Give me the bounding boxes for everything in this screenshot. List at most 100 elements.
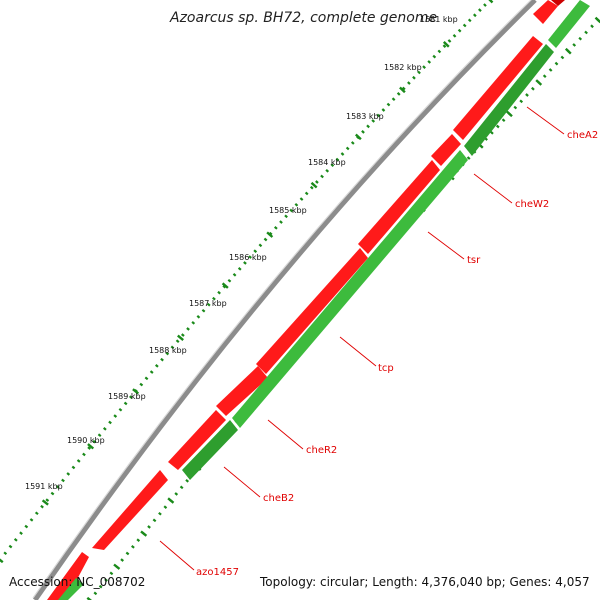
tick-label: 1587 kbp xyxy=(189,299,227,308)
tick-dot xyxy=(163,505,168,509)
gene-reverse[interactable] xyxy=(182,420,238,480)
tick-dot xyxy=(149,370,154,374)
tick-dot xyxy=(109,571,114,576)
tick-dot xyxy=(66,472,71,476)
gene-reverse[interactable] xyxy=(58,578,84,600)
tick-dot xyxy=(50,491,55,496)
tick-mark xyxy=(177,334,184,342)
tick-dot xyxy=(40,504,44,509)
gene-forward-tsr[interactable] xyxy=(358,160,440,254)
tick-dot xyxy=(191,321,196,325)
tick-label: 1591 kbp xyxy=(25,482,63,491)
gene-reverse[interactable] xyxy=(548,0,590,48)
tick-mark xyxy=(41,499,49,506)
tick-dot xyxy=(513,105,518,110)
tick-dot xyxy=(366,124,370,129)
tick-dot xyxy=(45,498,50,502)
leader-line-cheR2 xyxy=(267,419,304,450)
gene-forward-cheW2[interactable] xyxy=(431,134,461,166)
tick-dot xyxy=(104,578,108,582)
gene-label-cheA2[interactable]: cheA2 xyxy=(567,130,598,141)
gene-forward-tcp[interactable] xyxy=(256,248,368,374)
tick-dot xyxy=(407,81,411,85)
tick-label: 1585 kbp xyxy=(269,206,307,215)
accession-label: Accession: NC_008702 xyxy=(9,575,145,589)
tick-dot xyxy=(304,191,309,196)
gene-forward[interactable] xyxy=(47,552,89,600)
tick-label: 1581 kbp xyxy=(420,15,458,24)
tick-label: 1590 kbp xyxy=(67,436,105,445)
tick-dot xyxy=(289,208,294,213)
tick-label: 1589 kbp xyxy=(108,392,146,401)
gene-forward-cheR2[interactable] xyxy=(216,366,268,416)
tick-dot xyxy=(572,43,577,47)
tick-dot xyxy=(466,156,471,160)
tick-dot xyxy=(97,433,102,437)
tick-dot xyxy=(29,518,34,522)
gene-label-tcp[interactable]: tcp xyxy=(378,363,394,374)
tick-label: 1586 kbp xyxy=(229,253,267,262)
tick-dot xyxy=(131,545,135,549)
gene-forward[interactable] xyxy=(551,0,565,6)
gene-reverse[interactable] xyxy=(464,44,554,156)
tick-dot xyxy=(381,108,386,112)
tick-dot xyxy=(467,18,472,23)
tick-mark xyxy=(132,388,140,395)
tick-dot xyxy=(495,124,500,129)
tick-dot xyxy=(490,130,494,135)
gene-label-cheW2[interactable]: cheW2 xyxy=(515,199,549,210)
tick-dot xyxy=(61,478,65,483)
tick-dot xyxy=(452,34,457,38)
tick-dot xyxy=(325,168,330,173)
tick-dot xyxy=(432,54,437,59)
tick-dot xyxy=(120,558,125,562)
gene-label-azo1457[interactable]: azo1457 xyxy=(196,567,239,578)
gene-forward-azo1457[interactable] xyxy=(92,470,168,550)
tick-dot xyxy=(447,39,452,43)
gene-forward-cheB2[interactable] xyxy=(168,410,226,470)
tick-dot xyxy=(442,44,447,48)
tick-dot xyxy=(217,290,221,295)
tick-dot xyxy=(232,272,237,277)
leader-line-cheB2 xyxy=(223,466,261,498)
tick-dot xyxy=(462,23,467,28)
gene-label-cheB2[interactable]: cheB2 xyxy=(263,493,294,504)
tick-dot xyxy=(335,157,340,162)
tick-dot xyxy=(284,214,288,219)
tick-dot xyxy=(376,113,381,118)
leader-line-cheW2 xyxy=(473,173,513,204)
tick-mark xyxy=(488,0,494,4)
tick-dot xyxy=(473,13,477,18)
tick-dot xyxy=(87,446,92,450)
tick-dot xyxy=(401,86,406,91)
tick-dot xyxy=(123,401,128,406)
gene-forward-cheA2[interactable] xyxy=(453,36,543,140)
tick-dot xyxy=(82,452,86,457)
tick-dot xyxy=(519,99,524,104)
gene-label-tsr[interactable]: tsr xyxy=(467,255,481,266)
gene-label-cheR2[interactable]: cheR2 xyxy=(306,445,337,456)
tick-dot xyxy=(180,333,185,337)
tick-dot xyxy=(315,180,319,184)
gene-forward[interactable] xyxy=(533,0,558,24)
tick-mark xyxy=(564,47,572,55)
tick-dot xyxy=(152,518,157,523)
tick-dot xyxy=(125,551,130,556)
gene-leader-lines xyxy=(159,106,565,571)
tick-label: 1588 kbp xyxy=(149,346,187,355)
tick-dot xyxy=(3,551,8,556)
tick-dot xyxy=(170,345,175,350)
tick-dot xyxy=(531,86,535,91)
genome-summary: Topology: circular; Length: 4,376,040 bp… xyxy=(259,575,590,589)
tick-dot xyxy=(584,30,588,35)
gene-reverse[interactable] xyxy=(232,150,468,428)
backbone-ring xyxy=(32,0,537,600)
tick-dot xyxy=(268,231,273,236)
gene-labels: cheA2 cheW2 tsr tcp cheR2 cheB2 azo1457 xyxy=(196,130,598,578)
tick-dot xyxy=(542,74,547,79)
tick-mark xyxy=(506,110,513,118)
tick-dot xyxy=(196,314,201,319)
tick-dot xyxy=(422,65,426,69)
tick-dot xyxy=(154,364,159,368)
tick-dot xyxy=(76,459,81,463)
